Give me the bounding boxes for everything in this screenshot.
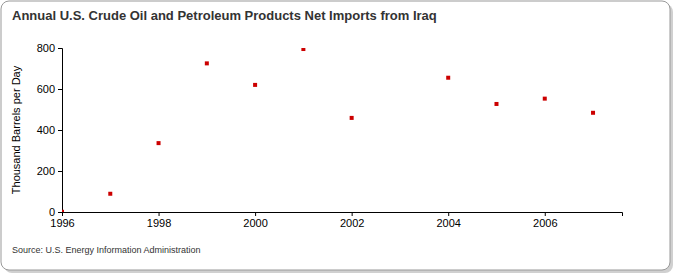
point bbox=[108, 192, 112, 196]
axis-line bbox=[63, 213, 623, 217]
tick-mark bbox=[58, 171, 62, 172]
point bbox=[591, 111, 595, 115]
point bbox=[62, 210, 64, 212]
tick-mark bbox=[58, 212, 62, 213]
tick-label: 200 bbox=[37, 165, 55, 177]
chart: Annual U.S. Crude Oil and Petroleum Prod… bbox=[0, 0, 675, 275]
tick-label: 800 bbox=[37, 42, 55, 54]
tick-label: 2004 bbox=[436, 217, 460, 229]
tick-mark bbox=[159, 212, 160, 216]
tick: 400 bbox=[37, 124, 62, 136]
point bbox=[253, 83, 257, 87]
point bbox=[301, 48, 305, 51]
tick-label: 2002 bbox=[340, 217, 364, 229]
tick: 2004 bbox=[436, 212, 460, 229]
tick: 600 bbox=[37, 83, 62, 95]
tick-mark bbox=[352, 212, 353, 216]
tick-label: 2006 bbox=[533, 217, 557, 229]
tick-label: 1996 bbox=[50, 217, 74, 229]
y-axis: 0200400600800 bbox=[37, 42, 63, 218]
point bbox=[157, 141, 161, 145]
axis-line bbox=[58, 49, 63, 213]
point bbox=[543, 97, 547, 101]
title: Annual U.S. Crude Oil and Petroleum Prod… bbox=[12, 8, 437, 23]
frame bbox=[1, 1, 670, 270]
tick: 1998 bbox=[147, 212, 171, 229]
point bbox=[494, 102, 498, 106]
tick-label: 2000 bbox=[243, 217, 267, 229]
tick: 800 bbox=[37, 42, 62, 54]
points bbox=[62, 48, 595, 212]
tick: 2000 bbox=[243, 212, 267, 229]
point bbox=[205, 61, 209, 65]
x-axis: 1996 1998 2000 2002 2004 2006 bbox=[50, 212, 622, 229]
tick-mark bbox=[58, 89, 62, 90]
tick-mark bbox=[545, 212, 546, 216]
tick-label: 600 bbox=[37, 83, 55, 95]
tick: 2006 bbox=[533, 212, 557, 229]
tick-mark bbox=[58, 130, 62, 131]
y-axis-title: Thousand Barrels per Day bbox=[10, 65, 22, 194]
tick-mark bbox=[58, 48, 62, 49]
tick: 200 bbox=[37, 165, 62, 177]
tick-label: 1998 bbox=[147, 217, 171, 229]
tick: 1996 bbox=[50, 212, 74, 229]
source: Source: U.S. Energy Information Administ… bbox=[12, 245, 201, 255]
tick-mark bbox=[62, 212, 63, 216]
tick-mark bbox=[255, 212, 256, 216]
tick-label: 400 bbox=[37, 124, 55, 136]
point bbox=[350, 116, 354, 120]
plot: 0200400600800199619982000200220042006 bbox=[37, 42, 623, 229]
tick: 2002 bbox=[340, 212, 364, 229]
tick-mark bbox=[448, 212, 449, 216]
point bbox=[446, 76, 450, 80]
